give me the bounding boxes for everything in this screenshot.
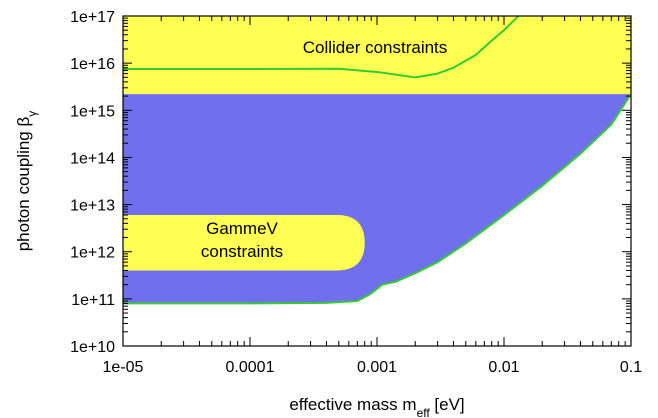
- y-axis-title-sub: γ: [25, 111, 39, 117]
- x-axis-title-unit: [eV]: [430, 395, 465, 414]
- x-tick-label: 0.0001: [226, 359, 275, 376]
- x-tick-label: 0.01: [488, 359, 519, 376]
- x-axis-title-main: effective mass m: [289, 395, 416, 414]
- x-tick-label: 0.1: [620, 359, 642, 376]
- x-axis-title: effective mass meff [eV]: [289, 395, 464, 418]
- collider-bound-line: [123, 16, 520, 79]
- y-axis-title: photon coupling βγ: [14, 111, 39, 252]
- x-tick-label: 1e-05: [103, 359, 144, 376]
- y-tick-label: 1e+10: [70, 339, 115, 356]
- x-axis-title-sub: eff: [417, 406, 431, 418]
- y-tick-label: 1e+11: [71, 292, 115, 309]
- gammev-region-label-line-1: GammeV: [206, 219, 278, 238]
- y-axis-title-main: photon coupling β: [14, 117, 33, 252]
- y-tick-label: 1e+16: [70, 56, 115, 73]
- tick-labels-layer: 1e-05 0.0001 0.001 0.01 0.1 1e+10 1e+11 1e+12 1e…: [70, 9, 642, 376]
- y-tick-label: 1e+15: [70, 103, 115, 120]
- gammev-region-label-line-2: constraints: [201, 242, 283, 261]
- y-tick-label: 1e+14: [70, 150, 115, 167]
- collider-constraints-region: [123, 16, 631, 95]
- regions-layer: [123, 16, 631, 304]
- lines-layer: [123, 16, 631, 305]
- collider-region-label: Collider constraints: [303, 38, 448, 57]
- plot-frame: [122, 15, 632, 347]
- x-tick-label: 0.001: [357, 359, 397, 376]
- lower-bound-line: [123, 93, 631, 305]
- y-tick-label: 1e+12: [70, 245, 115, 262]
- y-tick-label: 1e+13: [70, 198, 115, 215]
- gammev-constraints-region: [123, 215, 365, 271]
- y-tick-label: 1e+17: [70, 9, 115, 26]
